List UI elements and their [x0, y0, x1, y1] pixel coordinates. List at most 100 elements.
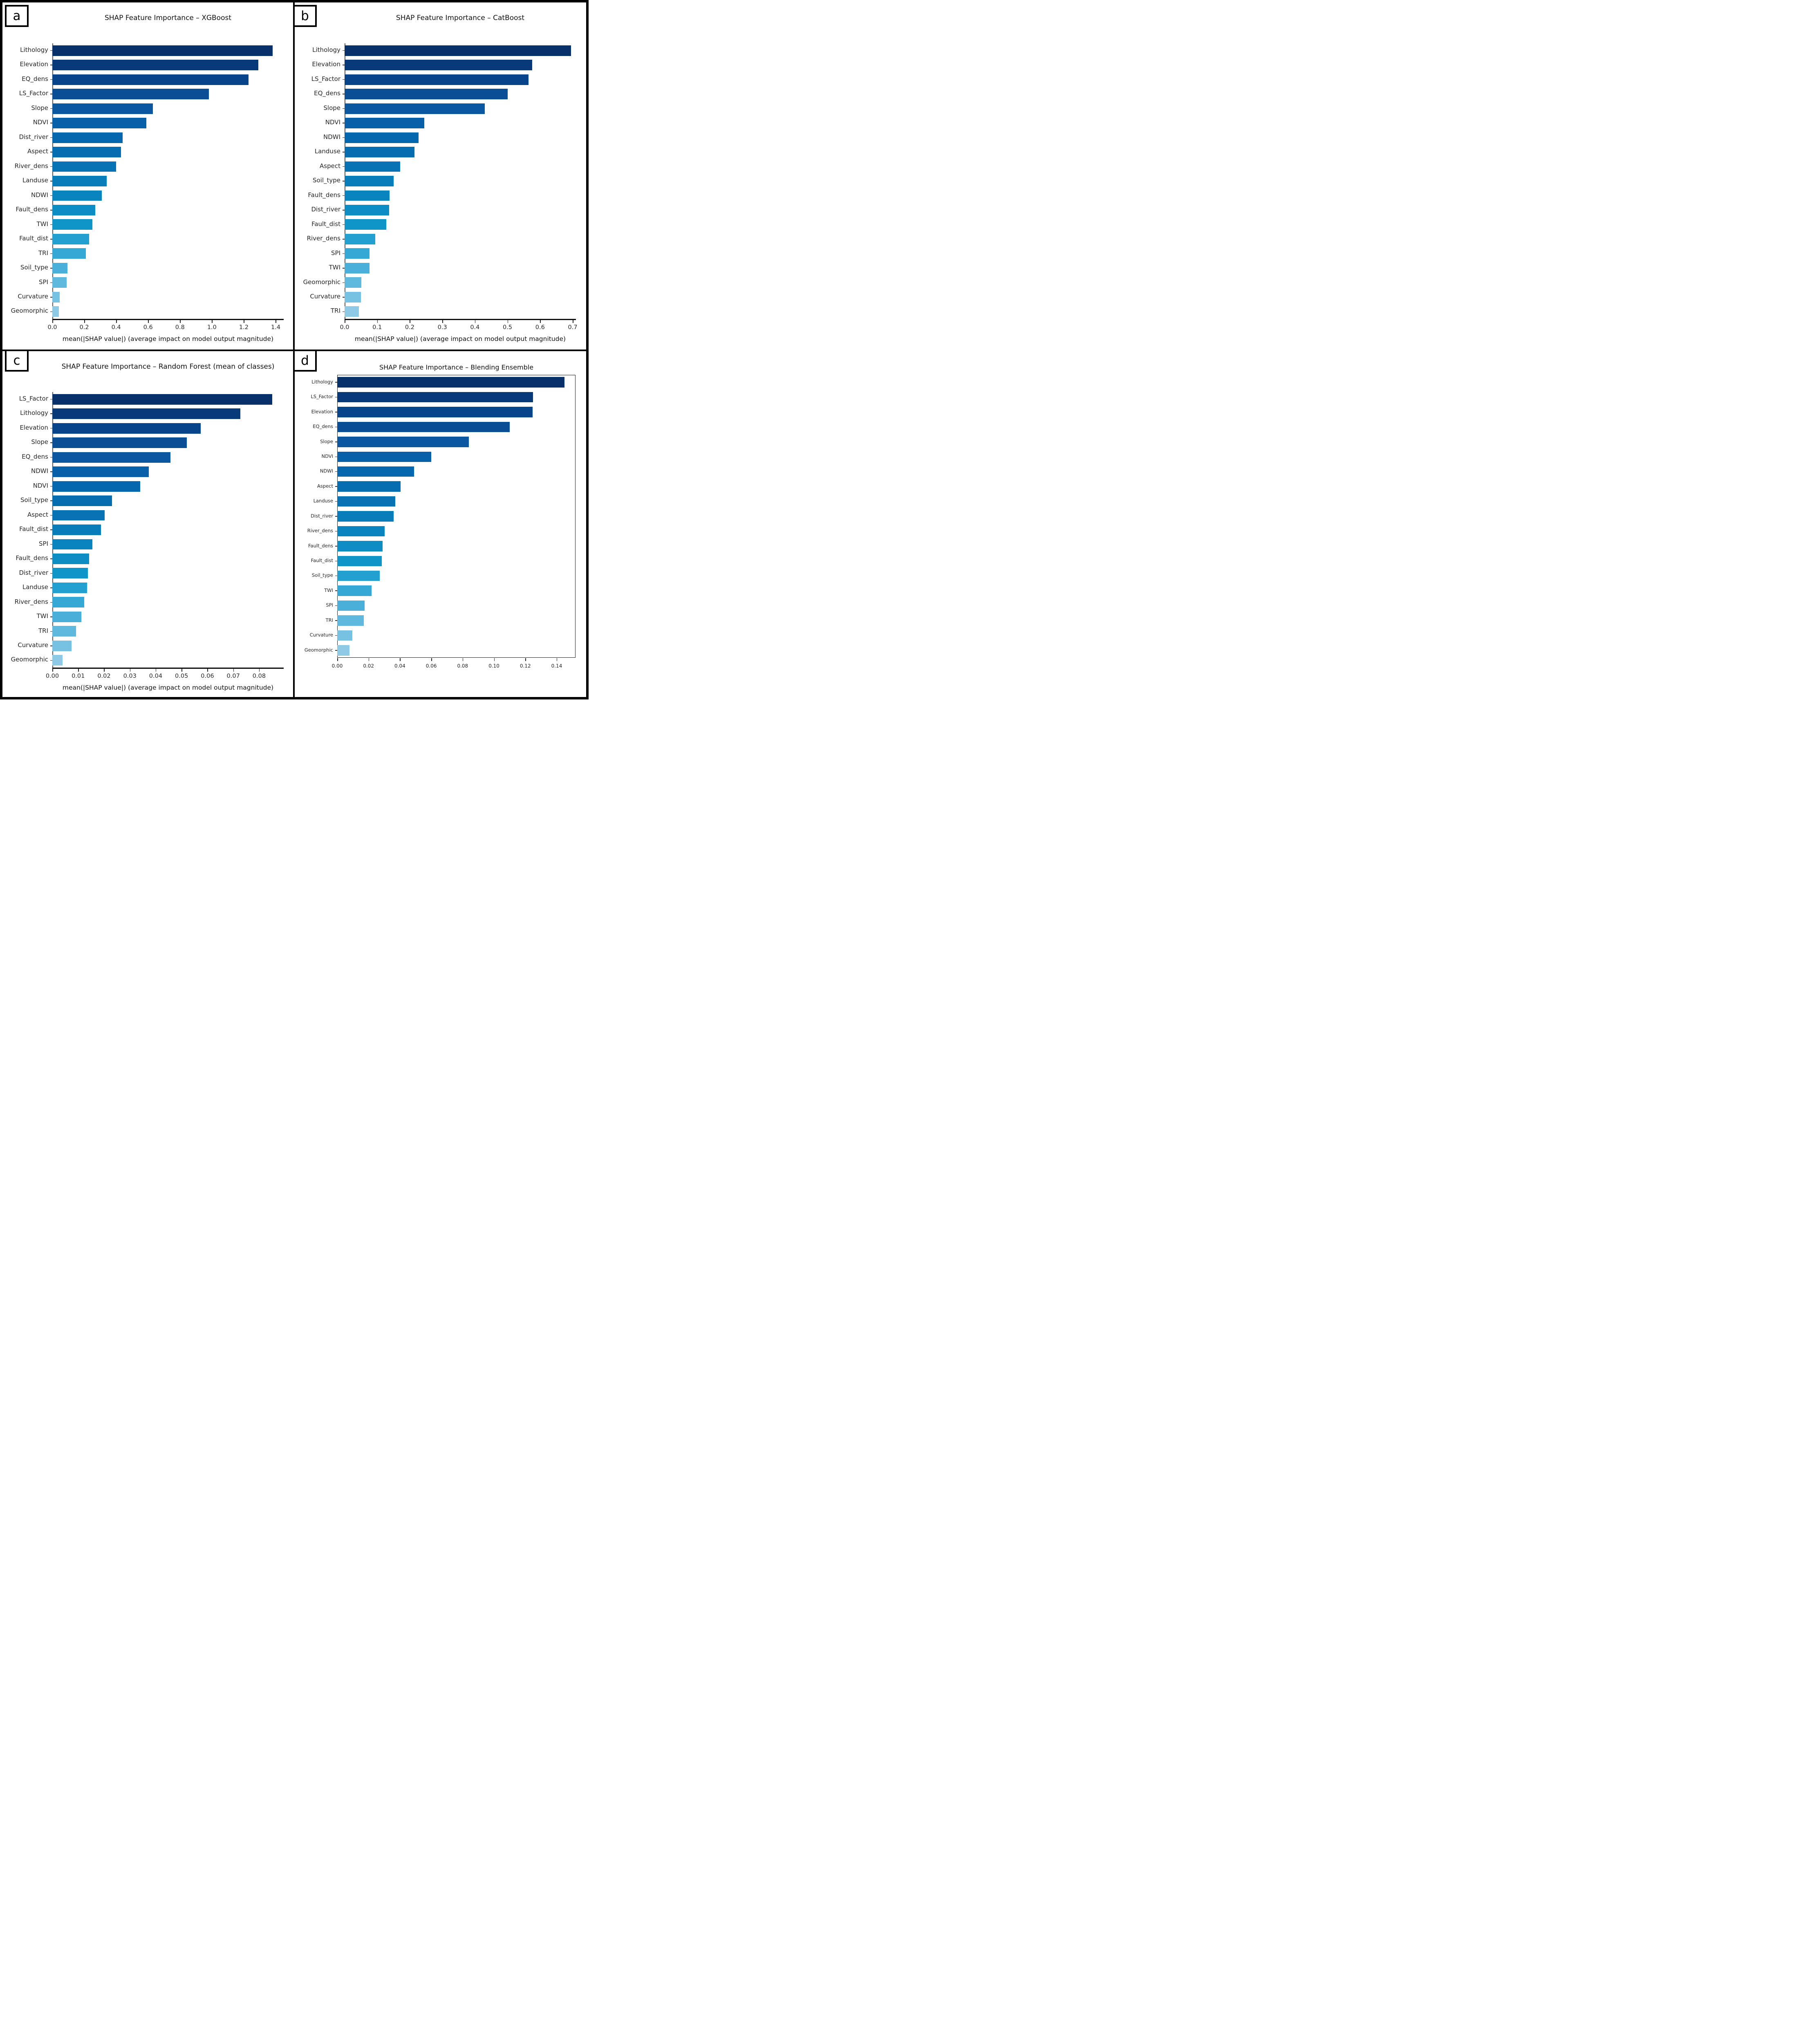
y-tick-label: TWI	[36, 220, 48, 228]
y-tick-label: Elevation	[20, 61, 48, 68]
y-tick-mark	[343, 297, 345, 298]
bar-geomorphic	[337, 645, 350, 656]
bar-slope	[337, 437, 469, 447]
x-tick-mark	[556, 658, 558, 661]
y-tick-label: NDWI	[31, 191, 48, 199]
bar-fault_dist	[52, 524, 101, 535]
bar-fault_dist	[345, 219, 387, 230]
y-tick-label: TWI	[329, 264, 340, 271]
bar-landuse	[52, 176, 107, 186]
bar-elevation	[337, 407, 533, 417]
y-tick-mark	[335, 620, 337, 621]
x-tick-mark	[212, 320, 213, 323]
y-tick-mark	[50, 442, 52, 443]
bar-ls_factor	[345, 74, 529, 85]
y-tick-mark	[335, 590, 337, 591]
bar-ndwi	[345, 132, 419, 143]
x-tick-label: 0.0	[340, 324, 349, 331]
y-tick-label: Lithology	[312, 46, 340, 54]
y-tick-mark	[50, 602, 52, 603]
x-tick-label: 0.01	[72, 673, 85, 679]
y-tick-label: TRI	[325, 617, 333, 623]
x-tick-label: 0.3	[437, 324, 447, 331]
y-tick-mark	[335, 516, 337, 517]
x-tick-label: 0.7	[568, 324, 578, 331]
y-tick-label: Elevation	[20, 424, 48, 431]
panel-letter-b: b	[293, 5, 317, 27]
x-axis-spine	[52, 319, 284, 320]
y-tick-label: Fault_dens	[308, 191, 340, 199]
y-tick-label: Landuse	[22, 583, 48, 591]
x-tick-label: 0.08	[457, 663, 468, 669]
y-tick-mark	[50, 268, 52, 269]
bar-slope	[52, 103, 153, 114]
x-tick-mark	[155, 669, 157, 672]
y-tick-label: Landuse	[314, 148, 340, 155]
bar-soil_type	[52, 262, 68, 273]
y-tick-label: NDWI	[31, 467, 48, 475]
y-tick-mark	[335, 486, 337, 487]
x-tick-label: 1.0	[207, 324, 217, 331]
x-tick-label: 0.8	[175, 324, 185, 331]
x-tick-mark	[130, 669, 131, 672]
y-tick-mark	[50, 544, 52, 545]
x-tick-label: 0.04	[149, 673, 163, 679]
panel-letter-a: a	[5, 5, 29, 27]
y-tick-label: Lithology	[311, 379, 333, 385]
panel-c: SHAP Feature Importance – Random Forest …	[2, 351, 296, 697]
bar-dist_river	[345, 204, 390, 215]
y-tick-label: Fault_dens	[16, 554, 48, 562]
bar-elevation	[52, 60, 258, 71]
bar-dist_river	[52, 568, 88, 579]
y-tick-mark	[335, 471, 337, 472]
bar-elevation	[52, 423, 201, 434]
y-tick-label: NDVI	[33, 119, 48, 126]
x-axis-label: mean(|SHAP value|) (average impact on mo…	[62, 684, 274, 691]
bar-fault_dens	[345, 190, 390, 201]
y-tick-mark	[343, 108, 345, 109]
x-tick-mark	[377, 320, 378, 323]
y-tick-label: SPI	[326, 602, 333, 608]
x-tick-mark	[52, 320, 53, 323]
y-tick-label: River_dens	[14, 598, 48, 605]
y-tick-mark	[343, 166, 345, 167]
x-axis-spine	[52, 668, 284, 669]
y-tick-label: Lithology	[20, 409, 48, 417]
bar-aspect	[52, 147, 121, 157]
y-tick-mark	[50, 660, 52, 661]
y-tick-label: Geomorphic	[11, 307, 48, 315]
y-tick-label: Geomorphic	[11, 656, 48, 663]
x-tick-mark	[116, 320, 117, 323]
y-tick-mark	[343, 137, 345, 138]
shap-bar-chart-random-forest: SHAP Feature Importance – Random Forest …	[2, 351, 296, 697]
bar-soil_type	[337, 570, 380, 581]
y-tick-label: TWI	[36, 612, 48, 620]
y-tick-label: LS_Factor	[19, 90, 48, 97]
y-tick-mark	[343, 181, 345, 182]
y-tick-mark	[335, 501, 337, 502]
plot-area	[52, 392, 284, 669]
x-tick-mark	[540, 320, 541, 323]
bar-ndvi	[52, 118, 147, 129]
y-tick-mark	[50, 195, 52, 196]
y-tick-label: Landuse	[313, 498, 333, 504]
x-tick-label: 0.4	[470, 324, 480, 331]
y-tick-label: EQ_dens	[314, 90, 340, 97]
x-tick-label: 0.04	[394, 663, 405, 669]
y-tick-mark	[50, 645, 52, 646]
x-tick-label: 0.06	[201, 673, 214, 679]
x-tick-label: 0.14	[551, 663, 562, 669]
y-tick-mark	[335, 605, 337, 606]
bar-eq_dens	[52, 452, 170, 463]
y-tick-label: SPI	[39, 540, 48, 547]
x-tick-mark	[207, 669, 208, 672]
y-tick-label: River_dens	[307, 235, 340, 242]
y-tick-mark	[50, 471, 52, 472]
x-tick-label: 0.05	[175, 673, 188, 679]
y-tick-label: NDVI	[33, 482, 48, 489]
y-tick-label: Fault_dens	[16, 206, 48, 213]
x-tick-label: 1.4	[271, 324, 280, 331]
bar-fault_dist	[337, 556, 382, 566]
x-tick-label: 0.2	[405, 324, 414, 331]
bar-eq_dens	[52, 74, 249, 85]
